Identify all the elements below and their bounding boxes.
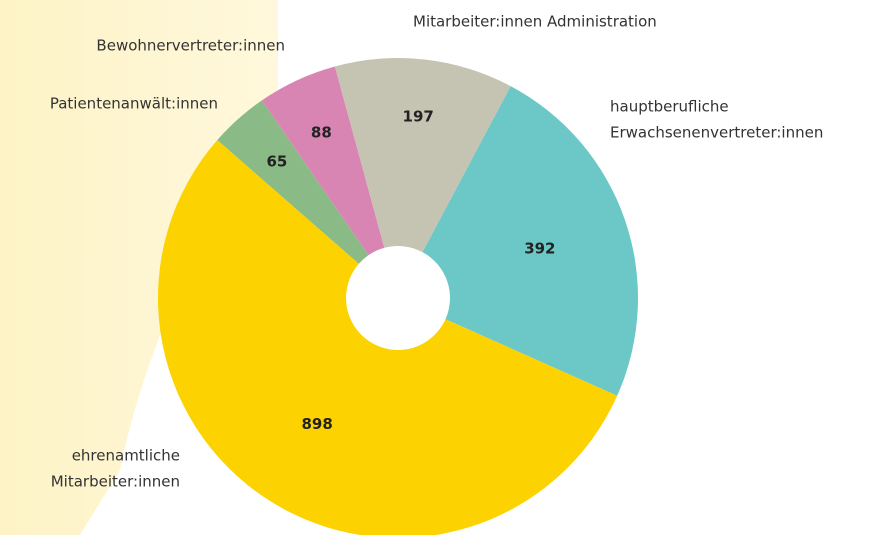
category-label: hauptberufliche (610, 98, 729, 116)
slice (217, 100, 369, 264)
category-label: Mitarbeiter:innen Administration (413, 13, 657, 31)
category-label: Erwachsenenvertreter:innen (610, 124, 823, 142)
slice (261, 66, 385, 256)
category-label: ehrenamtliche (72, 447, 180, 465)
slice (158, 140, 618, 535)
category-label: Bewohnervertreter:innen (96, 37, 285, 55)
category-label: Patientenanwält:innen (50, 95, 218, 113)
slice (334, 58, 511, 253)
value-label: 88 (311, 123, 332, 141)
value-label: 197 (403, 108, 434, 126)
value-label: 392 (524, 240, 555, 258)
value-label: 65 (267, 153, 288, 171)
slice (422, 86, 639, 396)
value-label: 898 (302, 415, 333, 433)
category-label: Mitarbeiter:innen (51, 473, 180, 491)
background-shape (0, 0, 278, 535)
